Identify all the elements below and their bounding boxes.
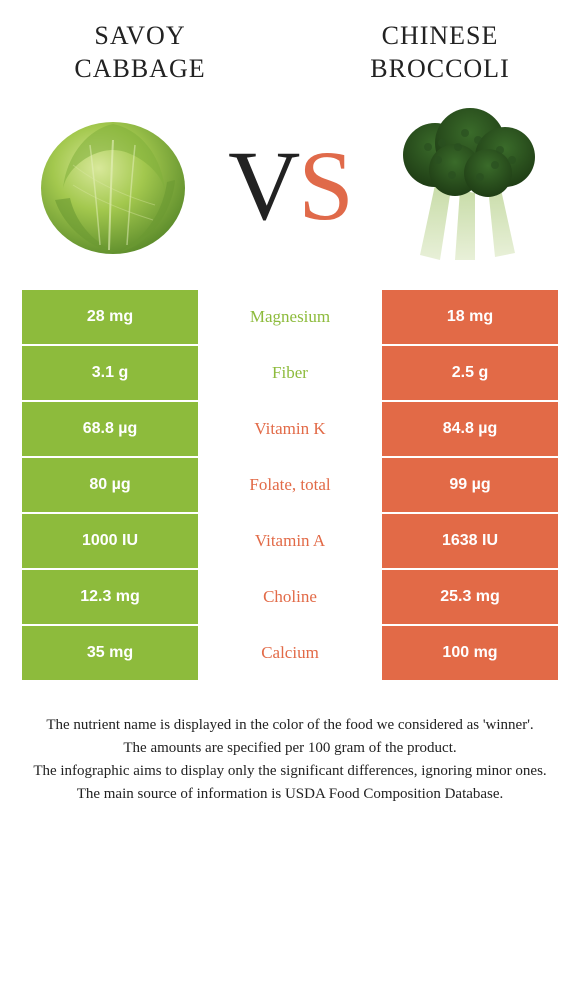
- footer-line: The nutrient name is displayed in the co…: [15, 715, 565, 736]
- nutrient-left-value: 68.8 µg: [22, 402, 198, 456]
- footer-notes: The nutrient name is displayed in the co…: [0, 680, 580, 805]
- footer-line: The infographic aims to display only the…: [15, 761, 565, 782]
- food-image-right: [380, 105, 550, 265]
- nutrient-row: 28 mgMagnesium18 mg: [22, 290, 558, 344]
- footer-line: The amounts are specified per 100 gram o…: [15, 738, 565, 759]
- nutrient-label: Fiber: [198, 346, 382, 400]
- nutrient-row: 68.8 µgVitamin K84.8 µg: [22, 402, 558, 456]
- nutrient-row: 80 µgFolate, total99 µg: [22, 458, 558, 512]
- food-title-left: Savoy cabbage: [40, 20, 240, 85]
- nutrient-right-value: 100 mg: [382, 626, 558, 680]
- nutrient-right-value: 25.3 mg: [382, 570, 558, 624]
- nutrient-left-value: 1000 IU: [22, 514, 198, 568]
- nutrient-label: Magnesium: [198, 290, 382, 344]
- footer-line: The main source of information is USDA F…: [15, 784, 565, 805]
- nutrient-label: Folate, total: [198, 458, 382, 512]
- nutrient-left-value: 3.1 g: [22, 346, 198, 400]
- nutrient-left-value: 12.3 mg: [22, 570, 198, 624]
- nutrient-left-value: 35 mg: [22, 626, 198, 680]
- header-row: Savoy cabbage Chinese broccoli: [0, 0, 580, 95]
- nutrient-row: 12.3 mgCholine25.3 mg: [22, 570, 558, 624]
- vs-v: V: [228, 130, 298, 241]
- nutrient-right-value: 99 µg: [382, 458, 558, 512]
- nutrient-left-value: 28 mg: [22, 290, 198, 344]
- nutrient-row: 35 mgCalcium100 mg: [22, 626, 558, 680]
- nutrient-label: Calcium: [198, 626, 382, 680]
- nutrient-right-value: 18 mg: [382, 290, 558, 344]
- vs-label: VS: [228, 128, 352, 243]
- food-title-right: Chinese broccoli: [340, 20, 540, 85]
- nutrient-row: 1000 IUVitamin A1638 IU: [22, 514, 558, 568]
- nutrient-right-value: 1638 IU: [382, 514, 558, 568]
- images-row: VS: [0, 95, 580, 290]
- nutrient-right-value: 84.8 µg: [382, 402, 558, 456]
- nutrient-label: Choline: [198, 570, 382, 624]
- food-image-left: [30, 105, 200, 265]
- nutrient-label: Vitamin A: [198, 514, 382, 568]
- nutrient-table: 28 mgMagnesium18 mg3.1 gFiber2.5 g68.8 µ…: [0, 290, 580, 680]
- nutrient-left-value: 80 µg: [22, 458, 198, 512]
- nutrient-row: 3.1 gFiber2.5 g: [22, 346, 558, 400]
- vs-s: S: [298, 130, 352, 241]
- broccoli-icon: [380, 105, 550, 265]
- nutrient-right-value: 2.5 g: [382, 346, 558, 400]
- cabbage-icon: [35, 110, 195, 260]
- nutrient-label: Vitamin K: [198, 402, 382, 456]
